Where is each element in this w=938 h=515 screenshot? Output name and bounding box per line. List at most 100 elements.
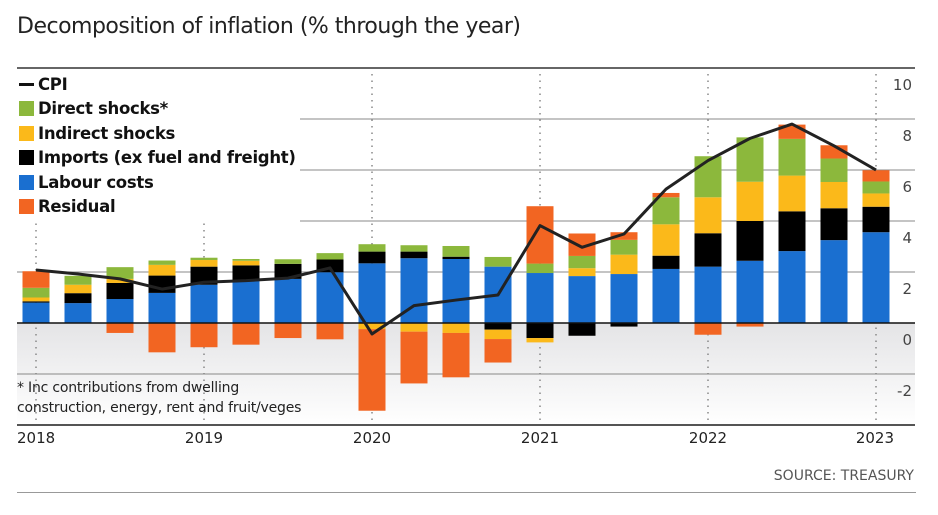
bar-segment-residual [568, 233, 596, 256]
bar-segment-indirect-shocks [232, 260, 260, 266]
x-tick-label: 2020 [353, 429, 391, 447]
legend-item-labour: Labour costs [19, 170, 296, 195]
legend-item-indirect: Indirect shocks [19, 121, 296, 146]
bar-segment-labour-costs [568, 276, 596, 323]
legend-item-cpi: CPI [19, 72, 296, 97]
bar-segment-labour-costs [22, 302, 50, 323]
bar-segment-residual [22, 271, 50, 288]
legend-label: Residual [38, 197, 116, 217]
bar-segment-residual [400, 331, 428, 384]
bar-segment-residual [148, 323, 176, 353]
bar-segment-labour-costs [778, 251, 806, 323]
legend-label: Direct shocks* [38, 99, 168, 119]
source-label: SOURCE: TREASURY [773, 468, 914, 484]
bar-segment-imports-ex-fuel-and-freight [232, 265, 260, 281]
bar-segment-indirect-shocks [652, 224, 680, 256]
bar-segment-imports-ex-fuel-and-freight [526, 323, 554, 339]
bar-segment-residual [274, 323, 302, 339]
bar-segment-indirect-shocks [190, 260, 218, 267]
bar-segment-labour-costs [526, 273, 554, 323]
bar-segment-residual [190, 323, 218, 348]
legend-label: Labour costs [38, 172, 154, 192]
bar-segment-residual [862, 170, 890, 182]
bar-segment-imports-ex-fuel-and-freight [652, 255, 680, 269]
bar-segment-labour-costs [106, 299, 134, 323]
bar-segment-direct-shocks [442, 245, 470, 257]
divider [17, 492, 916, 493]
bar-segment-labour-costs [148, 292, 176, 323]
bar-segment-residual [232, 323, 260, 345]
bar-segment-residual [358, 329, 386, 411]
bar-segment-residual [316, 323, 344, 340]
bar-segment-direct-shocks [820, 158, 848, 182]
legend-item-direct: Direct shocks* [19, 97, 296, 122]
bar-segment-imports-ex-fuel-and-freight [820, 208, 848, 241]
chart-title: Decomposition of inflation (% through th… [17, 14, 521, 39]
legend-item-imports: Imports (ex fuel and freight) [19, 146, 296, 171]
legend-swatch [19, 174, 34, 190]
bar-segment-labour-costs [652, 268, 680, 323]
bar-segment-indirect-shocks [442, 323, 470, 333]
bar-segment-direct-shocks [274, 259, 302, 264]
bar-segment-direct-shocks [526, 263, 554, 274]
bar-segment-direct-shocks [862, 181, 890, 194]
bar-segment-labour-costs [274, 278, 302, 323]
x-tick-label: 2021 [521, 429, 559, 447]
bar-segment-residual [442, 332, 470, 378]
bar-segment-imports-ex-fuel-and-freight [778, 211, 806, 252]
bar-segment-direct-shocks [22, 287, 50, 298]
bar-segment-imports-ex-fuel-and-freight [64, 293, 92, 304]
bar-segment-direct-shocks [64, 275, 92, 285]
bar-segment-direct-shocks [778, 138, 806, 176]
y-tick-label: 4 [902, 229, 912, 247]
bar-segment-imports-ex-fuel-and-freight [610, 323, 638, 327]
bar-segment-imports-ex-fuel-and-freight [442, 256, 470, 259]
bar-segment-labour-costs [232, 280, 260, 323]
y-tick-label: -2 [897, 382, 912, 400]
bar-segment-labour-costs [442, 258, 470, 323]
bar-segment-indirect-shocks [568, 268, 596, 277]
y-tick-label: 6 [902, 178, 912, 196]
bar-segment-imports-ex-fuel-and-freight [106, 282, 134, 300]
bar-segment-labour-costs [316, 272, 344, 323]
bar-segment-labour-costs [64, 303, 92, 323]
legend-label: CPI [38, 74, 68, 94]
bar-segment-indirect-shocks [400, 323, 428, 332]
legend-label: Indirect shocks [38, 123, 176, 143]
bar-segment-residual [484, 339, 512, 363]
bar-segment-indirect-shocks [106, 278, 134, 283]
bar-segment-imports-ex-fuel-and-freight [568, 323, 596, 336]
bar-segment-indirect-shocks [358, 323, 386, 330]
bar-segment-direct-shocks [358, 244, 386, 252]
bar-segment-residual [610, 232, 638, 240]
bar-segment-indirect-shocks [862, 193, 890, 207]
x-tick-label: 2019 [185, 429, 223, 447]
bar-segment-imports-ex-fuel-and-freight [694, 233, 722, 267]
legend-swatch [19, 125, 34, 141]
legend: CPI Direct shocks* Indirect shocks Impor… [17, 70, 300, 223]
bar-segment-labour-costs [820, 240, 848, 323]
legend-swatch [19, 82, 34, 86]
footnote: * Inc contributions from dwelling constr… [17, 378, 301, 418]
legend-swatch [19, 150, 34, 166]
y-tick-label: 8 [902, 127, 912, 145]
bar-segment-direct-shocks [106, 267, 134, 279]
bar-segment-residual [694, 323, 722, 335]
bar-segment-labour-costs [610, 274, 638, 323]
legend-swatch [19, 199, 34, 215]
bar-segment-imports-ex-fuel-and-freight [22, 301, 50, 303]
legend-label: Imports (ex fuel and freight) [38, 148, 296, 168]
bar-segment-indirect-shocks [778, 175, 806, 212]
bar-segment-direct-shocks [610, 239, 638, 255]
bar-segment-indirect-shocks [148, 264, 176, 276]
bar-segment-labour-costs [736, 260, 764, 323]
bar-segment-imports-ex-fuel-and-freight [484, 323, 512, 330]
bar-segment-indirect-shocks [484, 329, 512, 340]
bar-segment-residual [652, 192, 680, 198]
legend-item-residual: Residual [19, 195, 296, 220]
bar-segment-direct-shocks [400, 245, 428, 252]
bar-segment-direct-shocks [148, 260, 176, 265]
x-tick-label: 2018 [17, 429, 55, 447]
bar-segment-imports-ex-fuel-and-freight [400, 251, 428, 259]
